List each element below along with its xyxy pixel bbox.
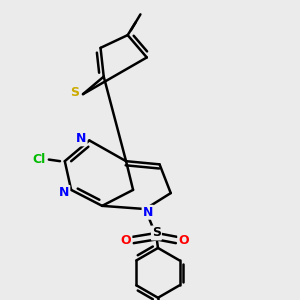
Text: N: N [76, 132, 87, 145]
Text: N: N [142, 206, 153, 219]
Text: O: O [121, 233, 131, 247]
Text: Cl: Cl [33, 153, 46, 166]
Text: N: N [59, 186, 69, 199]
Text: S: S [70, 86, 80, 99]
Text: O: O [178, 233, 189, 247]
Text: S: S [152, 226, 161, 239]
